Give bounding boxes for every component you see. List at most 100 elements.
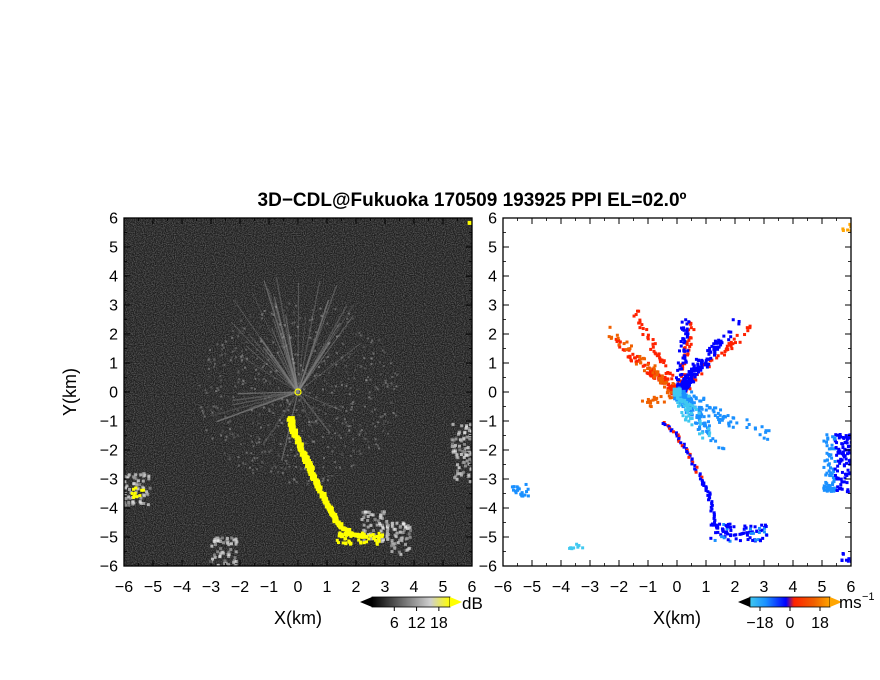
speckle [295,481,298,484]
clutter-pixel [473,454,476,457]
velocity-pixel [709,439,713,443]
speckle [327,371,330,374]
speckle [268,450,271,453]
velocity-pixel [682,378,686,382]
velocity-pixel [822,465,826,469]
speckle [314,350,317,353]
velocity-pixel [642,369,646,373]
speckle [304,391,307,394]
speckle [255,368,258,371]
echo-pixel [368,533,372,537]
speckle [255,348,258,351]
velocity-pixel [653,364,657,368]
velocity-pixel [668,427,672,431]
clutter-pixel [467,427,471,431]
speckle [278,419,281,422]
speckle [231,433,234,436]
speckle [355,333,358,336]
speckle [278,323,281,326]
velocity-pixel [684,359,688,363]
velocity-pixel [671,373,675,377]
speckle [345,370,348,373]
velocity-pixel [707,365,711,369]
clutter-pixel [473,479,476,482]
speckle [238,378,241,381]
speckle [277,425,280,428]
speckle [250,452,253,455]
velocity-pixel [760,528,764,532]
speckle [370,363,373,366]
velocity-pixel [662,361,666,365]
velocity-pixel [658,360,662,364]
y-tick-label: −2 [479,443,497,460]
speckle [384,379,387,382]
speckle [350,406,353,409]
velocity-pixel [738,539,742,543]
velocity-pixel [581,546,585,550]
velocity-pixel [721,527,725,531]
clutter-pixel [473,450,476,453]
speckle [299,468,302,471]
clutter-pixel [234,560,238,564]
x-tick-label: −6 [115,579,133,596]
velocity-pixel [827,453,831,457]
speckle [284,467,287,470]
x-tick-label: 5 [818,579,827,596]
velocity-pixel [695,372,699,376]
clutter-pixel [401,531,405,535]
velocity-pixel [743,524,747,528]
velocity-pixel [716,411,720,415]
echo-pixel [372,537,376,541]
velocity-pixel [695,465,699,469]
velocity-pixel [745,426,749,430]
velocity-pixel [692,328,696,332]
y-tick-label: 6 [488,211,497,228]
speckle [356,389,359,392]
speckle [394,414,397,417]
velocity-pixel [689,372,693,376]
speckle [250,387,253,390]
velocity-pixel [749,524,753,528]
velocity-pixel [682,383,686,387]
velocity-pixel [848,444,851,448]
velocity-pixel [712,342,716,346]
velocity-pixel [753,525,757,529]
speckle [249,315,252,318]
speckle [209,349,212,352]
velocity-pixel [725,344,729,348]
speckle [252,472,255,475]
speckle [267,358,270,361]
speckle [382,383,385,386]
speckle [352,464,355,467]
velocity-pixel [660,380,664,384]
velocity-pixel [689,380,693,384]
x-tick-label: −2 [610,579,628,596]
velocity-pixel [765,533,769,537]
clutter-pixel [142,494,146,498]
speckle [363,357,366,360]
velocity-pixel [516,488,520,492]
speckle [350,402,353,405]
clutter-pixel [141,472,145,476]
velocity-pixel [648,399,652,403]
velocity-pixel [685,401,689,405]
velocity-pixel [632,314,636,318]
speckle [276,351,279,354]
speckle [281,398,284,401]
velocity-pixel [825,489,829,493]
velocity-pixel [616,336,620,340]
speckle [363,346,366,349]
velocity-pixel [751,538,755,542]
clutter-pixel [131,500,135,504]
velocity-pixel [697,408,701,412]
velocity-pixel [839,457,843,461]
y-tick-label: 4 [488,269,497,286]
clutter-pixel [460,424,464,428]
speckle [311,318,314,321]
velocity-pixel [699,405,703,409]
speckle [351,419,354,422]
velocity-pixel [757,538,761,542]
speckle [346,321,349,324]
clutter-pixel [403,525,407,529]
speckle [332,332,335,335]
